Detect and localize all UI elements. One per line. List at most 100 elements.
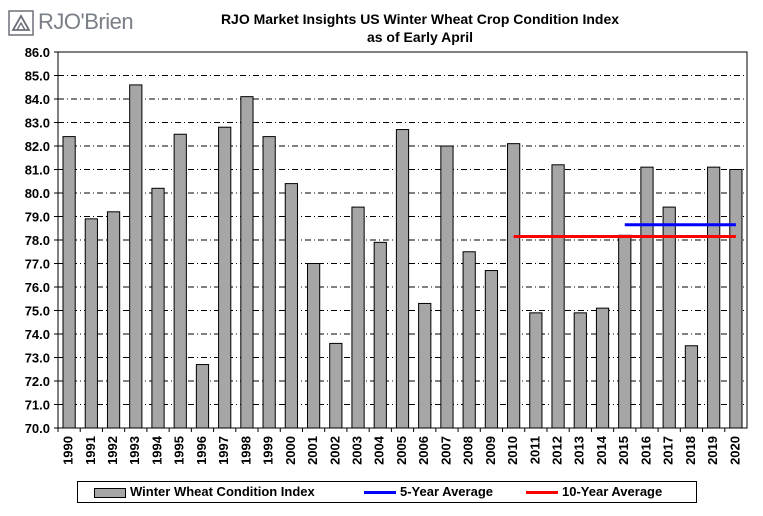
y-tick-label: 86.0 [25, 45, 50, 60]
legend-label-10yr: 10-Year Average [562, 484, 663, 499]
bar [129, 84, 143, 429]
rjo-brien-logo-icon [8, 10, 34, 36]
bar [329, 342, 343, 429]
bar [662, 206, 676, 429]
legend-swatch-5yr [364, 491, 396, 495]
x-tick-label: 1991 [83, 436, 98, 465]
bar [284, 183, 298, 429]
bar [440, 145, 454, 429]
bar [462, 251, 476, 429]
x-tick-label: 2002 [327, 436, 342, 465]
bar [106, 211, 121, 429]
x-tick-label: 2011 [527, 436, 542, 464]
x-tick-label: 2006 [416, 436, 431, 465]
legend-label-bar: Winter Wheat Condition Index [130, 484, 315, 499]
reference-lines [513, 223, 736, 238]
legend-label-5yr: 5-Year Average [400, 484, 493, 499]
y-tick-label: 76.0 [25, 280, 50, 295]
bar [551, 164, 565, 429]
logo-text: RJO'Brien [38, 9, 134, 34]
bar [507, 143, 521, 429]
bar [84, 218, 98, 429]
x-tick-label: 2010 [505, 436, 520, 465]
y-tick-label: 81.0 [25, 163, 50, 178]
x-tick-label: 2008 [461, 436, 476, 465]
x-tick-label: 1993 [127, 436, 142, 465]
bar [218, 126, 232, 429]
x-tick-label: 2007 [438, 436, 453, 465]
x-tick-label: 2014 [594, 435, 609, 465]
y-tick-label: 75.0 [25, 304, 50, 319]
bar [707, 166, 721, 429]
legend-item-bar: Winter Wheat Condition Index [94, 484, 315, 500]
y-tick-label: 77.0 [25, 257, 50, 272]
gridlines [54, 51, 747, 432]
chart-title-block: RJO Market Insights US Winter Wheat Crop… [120, 10, 720, 46]
x-tick-label: 1992 [105, 436, 120, 465]
bar [484, 270, 499, 429]
bar [729, 169, 743, 429]
x-tick-label: 2004 [372, 435, 387, 465]
bar [62, 136, 76, 429]
legend-swatch-10yr [526, 491, 558, 495]
bar [529, 312, 543, 429]
x-tick-label: 1990 [61, 436, 76, 465]
y-tick-labels: 70.0 71.0 72.0 73.0 74.0 75.0 76.0 77.0 78.0 79.0… [25, 45, 50, 436]
x-tick-label: 2016 [638, 436, 653, 465]
y-tick-label: 72.0 [25, 374, 50, 389]
bar [640, 166, 654, 429]
y-tick-label: 73.0 [25, 351, 50, 366]
x-tick-label: 2020 [727, 436, 742, 465]
x-tick-label: 2015 [616, 436, 631, 465]
y-tick-label: 85.0 [25, 69, 50, 84]
bar [240, 96, 254, 429]
y-tick-label: 80.0 [25, 186, 50, 201]
x-tick-label: 2017 [661, 436, 676, 465]
bar [351, 206, 365, 429]
bar [618, 234, 632, 429]
bar [195, 364, 210, 429]
x-tick-labels: 1990 1991 1992 1993 1994 1995 1996 1997 1998 1999… [61, 435, 743, 465]
y-tick-label: 71.0 [25, 398, 50, 413]
y-tick-label: 82.0 [25, 139, 50, 154]
y-tick-label: 79.0 [25, 210, 50, 225]
x-tick-label: 1996 [194, 436, 209, 465]
legend-swatch-bar [94, 487, 126, 498]
bar [684, 345, 699, 429]
bars [62, 84, 743, 429]
x-tick-label: 2009 [483, 436, 498, 465]
bar [373, 241, 387, 429]
bar [573, 312, 587, 429]
bar [306, 263, 321, 429]
x-tick-label: 2019 [705, 436, 720, 465]
legend-item-10yr: 10-Year Average [526, 484, 662, 500]
plot-area-border [57, 51, 748, 429]
y-tick-label: 84.0 [25, 92, 50, 107]
y-tick-label: 78.0 [25, 233, 50, 248]
x-tick-label: 1998 [238, 436, 253, 465]
x-tick-label: 2018 [683, 436, 698, 465]
x-tick-label: 2003 [349, 436, 364, 465]
legend: Winter Wheat Condition Index 5-Year Aver… [77, 481, 697, 503]
bar [262, 136, 276, 429]
y-tick-label: 70.0 [25, 421, 50, 436]
legend-item-5yr: 5-Year Average [364, 484, 493, 500]
bar [418, 302, 432, 429]
bar [595, 307, 610, 429]
chart-subtitle: as of Early April [366, 29, 474, 45]
x-tick-label: 1994 [149, 435, 164, 465]
bar [151, 187, 165, 429]
x-tick-label: 1999 [261, 436, 276, 465]
bar [173, 133, 187, 429]
x-tick-label: 2012 [550, 436, 565, 465]
chart-title: RJO Market Insights US Winter Wheat Crop… [220, 11, 620, 27]
x-tick-label: 2001 [305, 436, 320, 465]
bar [395, 129, 410, 429]
x-tick-label: 1995 [172, 436, 187, 465]
y-tick-label: 83.0 [25, 116, 50, 131]
x-tick-label: 1997 [216, 436, 231, 465]
x-tick-label: 2005 [394, 436, 409, 465]
x-tick-label: 2000 [283, 436, 298, 465]
logo: RJO'Brien [8, 8, 138, 38]
